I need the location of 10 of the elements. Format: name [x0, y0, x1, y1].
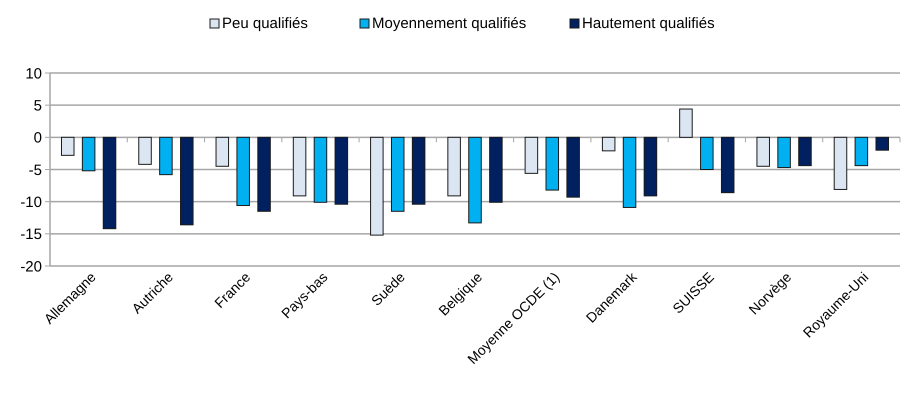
y-tick-label: -5: [28, 162, 42, 179]
y-tick-label: 0: [34, 130, 42, 147]
legend-label: Peu qualifiés: [222, 15, 308, 32]
y-tick-label: -10: [20, 194, 42, 211]
y-tick-label: 10: [25, 65, 42, 82]
y-tick-label: 5: [34, 97, 42, 114]
y-tick-label: -20: [20, 258, 42, 276]
y-tick-label: -15: [20, 226, 42, 244]
legend-label: Hautement qualifiés: [582, 15, 715, 32]
legend-label: Moyennement qualifiés: [372, 15, 526, 32]
